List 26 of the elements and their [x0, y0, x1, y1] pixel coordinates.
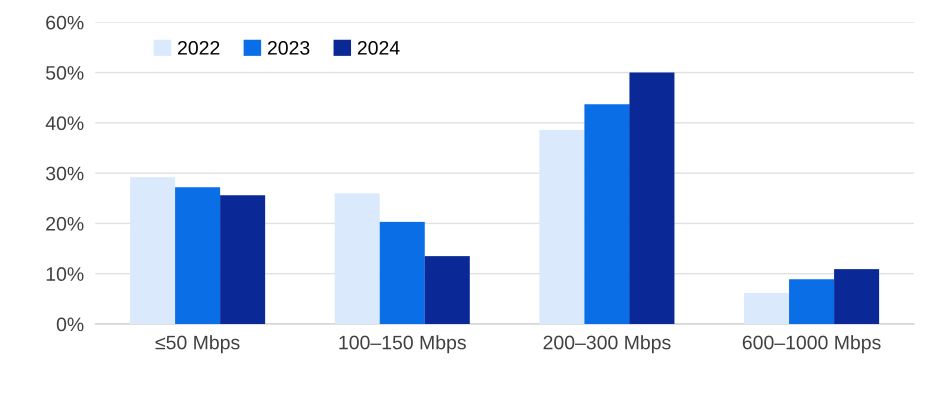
bar — [334, 193, 380, 324]
bar — [539, 130, 584, 324]
y-tick-label: 20% — [46, 216, 84, 231]
x-tick-label: 100–150 Mbps — [339, 335, 466, 354]
bar — [834, 269, 880, 324]
y-tick-label: 0% — [56, 317, 84, 332]
y-tick-label: 50% — [46, 66, 84, 80]
x-tick-label: 600–1000 Mbps — [742, 335, 881, 354]
y-tick-label: 10% — [46, 267, 84, 281]
bar — [130, 177, 176, 324]
legend-label: 2024 — [358, 40, 400, 55]
legend-label: 2023 — [268, 40, 310, 55]
bar — [380, 222, 425, 324]
x-tick-label: 200–300 Mbps — [544, 335, 671, 354]
y-tick-label: 40% — [46, 116, 84, 130]
bar — [220, 195, 266, 324]
bar — [789, 279, 834, 324]
y-tick-label: 30% — [46, 166, 84, 180]
bar — [175, 187, 220, 324]
legend-label: 2022 — [178, 40, 220, 55]
bar — [584, 104, 630, 324]
y-tick-label: 60% — [46, 16, 84, 30]
bar — [744, 292, 790, 324]
bar — [424, 256, 470, 324]
bar — [629, 72, 674, 324]
x-tick-label: ≤50 Mbps — [156, 335, 240, 354]
